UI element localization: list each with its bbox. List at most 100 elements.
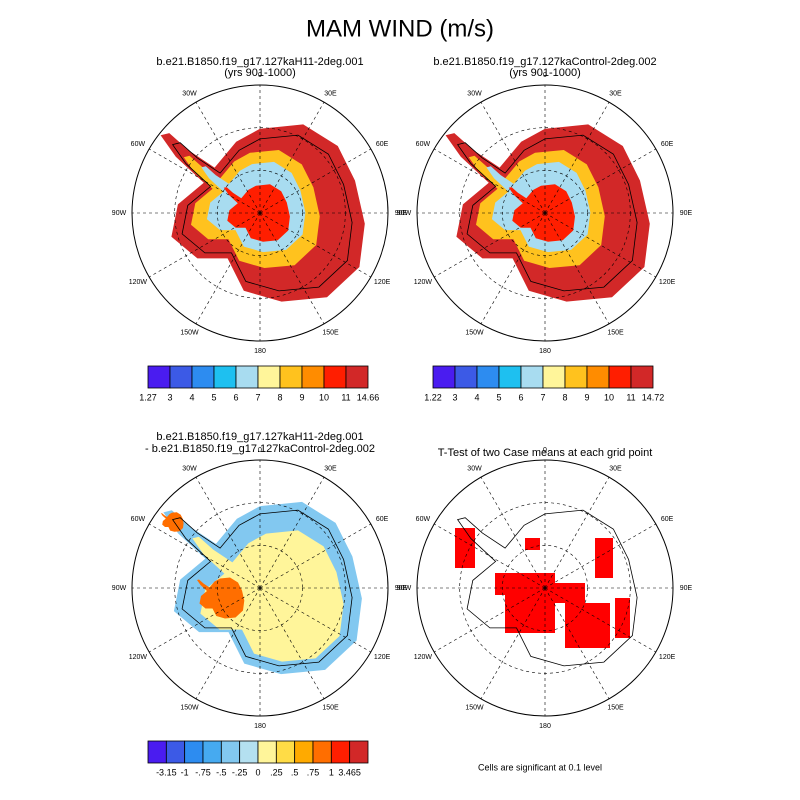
longitude-label: 120W	[414, 654, 433, 661]
colorbar-box	[330, 740, 351, 764]
longitude-label: 30W	[182, 90, 197, 97]
colorbar-box	[301, 365, 325, 389]
longitude-label: 120E	[659, 279, 676, 286]
coastline	[456, 134, 638, 292]
longitude-label: 0	[258, 447, 262, 454]
panel-title: b.e21.B1850.f19_g17.127kaControl-2deg.00…	[433, 56, 656, 68]
colorbar-box	[542, 365, 566, 389]
colorbar-box	[323, 365, 347, 389]
colorbar-box	[147, 740, 167, 764]
field-cell	[525, 538, 540, 550]
longitude-label: 90W	[112, 210, 127, 217]
longitude-label: 120E	[659, 654, 676, 661]
colorbar-box	[202, 740, 222, 764]
longitude-label: 0	[258, 72, 262, 79]
colorbar-box	[312, 740, 332, 764]
longitude-label: 150E	[322, 704, 339, 711]
longitude-label: 60W	[131, 141, 146, 148]
longitude-label: 60W	[416, 516, 431, 523]
colorbar-label: 7	[540, 392, 545, 402]
longitude-label: 180	[539, 348, 551, 355]
longitude-label: 30W	[182, 465, 197, 472]
figure-title: MAM WIND (m/s)	[306, 15, 494, 42]
longitude-label: 150E	[607, 329, 624, 336]
longitude-label: 30W	[467, 465, 482, 472]
colorbar-box	[279, 365, 303, 389]
colorbar-label: -.25	[232, 767, 248, 777]
colorbar-box	[294, 740, 314, 764]
longitude-label: 120E	[374, 654, 391, 661]
colorbar-label: 3	[452, 392, 457, 402]
longitude-label: 150W	[180, 704, 199, 711]
field-region	[223, 184, 290, 242]
colorbar-box	[165, 740, 186, 764]
colorbar-label: 5	[496, 392, 501, 402]
longitude-label: 90W	[397, 585, 412, 592]
longitude-label: 150W	[465, 329, 484, 336]
colorbar-box	[586, 365, 610, 389]
colorbar-label: 6	[233, 392, 238, 402]
longitude-label: 180	[254, 723, 266, 730]
longitude-label: 120E	[374, 279, 391, 286]
field-cell	[615, 598, 630, 638]
longitude-label: 90E	[395, 210, 408, 217]
longitude-label: 30E	[609, 465, 622, 472]
colorbar-box	[184, 740, 204, 764]
colorbar-box	[608, 365, 632, 389]
field-cell	[565, 603, 610, 648]
colorbar-box	[498, 365, 522, 389]
coastline	[171, 509, 353, 667]
colorbar-box	[564, 365, 588, 389]
map-border	[131, 459, 389, 717]
colorbar-label: 4	[189, 392, 194, 402]
longitude-label: 120W	[129, 279, 148, 286]
colorbar-label: 6	[518, 392, 523, 402]
colorbar-box	[213, 365, 237, 389]
colorbar-box	[349, 740, 369, 764]
map-border	[131, 84, 389, 342]
colorbar-box	[520, 365, 544, 389]
colorbar-label: 9	[299, 392, 304, 402]
colorbar-label: -3.15	[156, 767, 177, 777]
colorbar-label: 14.66	[357, 392, 380, 402]
field-region	[161, 512, 184, 532]
colorbar-label: -1	[181, 767, 189, 777]
longitude-label: 150W	[180, 329, 199, 336]
longitude-label: 180	[254, 348, 266, 355]
colorbar-label: .25	[270, 767, 283, 777]
longitude-label: 90E	[680, 210, 693, 217]
longitude-label: 30E	[324, 90, 337, 97]
longitude-label: 30W	[467, 90, 482, 97]
longitude-label: 150E	[322, 329, 339, 336]
colorbar-label: 10	[604, 392, 614, 402]
panel-title: b.e21.B1850.f19_g17.127kaH11-2deg.001	[156, 431, 363, 443]
longitude-label: 90W	[112, 585, 127, 592]
field-region	[197, 577, 245, 619]
colorbar-label: -.75	[195, 767, 211, 777]
colorbar-box	[147, 365, 171, 389]
colorbar-label: 8	[277, 392, 282, 402]
colorbar-label: 11	[626, 392, 635, 402]
field-cell	[455, 528, 475, 568]
coastline	[171, 134, 353, 292]
colorbar-box	[235, 365, 259, 389]
meridian	[480, 476, 546, 589]
longitude-label: 90W	[397, 210, 412, 217]
longitude-label: 60E	[376, 516, 389, 523]
colorbar-label: 11	[341, 392, 350, 402]
longitude-label: 120W	[129, 654, 148, 661]
longitude-label: 30E	[324, 465, 337, 472]
longitude-label: 30E	[609, 90, 622, 97]
colorbar-box	[476, 365, 500, 389]
colorbar-box	[454, 365, 478, 389]
longitude-label: 0	[543, 72, 547, 79]
longitude-label: 60E	[661, 516, 674, 523]
colorbar-label: 1.22	[424, 392, 442, 402]
colorbar-label: 14.72	[642, 392, 665, 402]
colorbar-box	[191, 365, 215, 389]
colorbar-label: .75	[307, 767, 320, 777]
panel-title: (yrs 901-1000)	[509, 67, 581, 79]
colorbar-label: 7	[255, 392, 260, 402]
panel-title: T-Test of two Case means at each grid po…	[438, 447, 653, 459]
